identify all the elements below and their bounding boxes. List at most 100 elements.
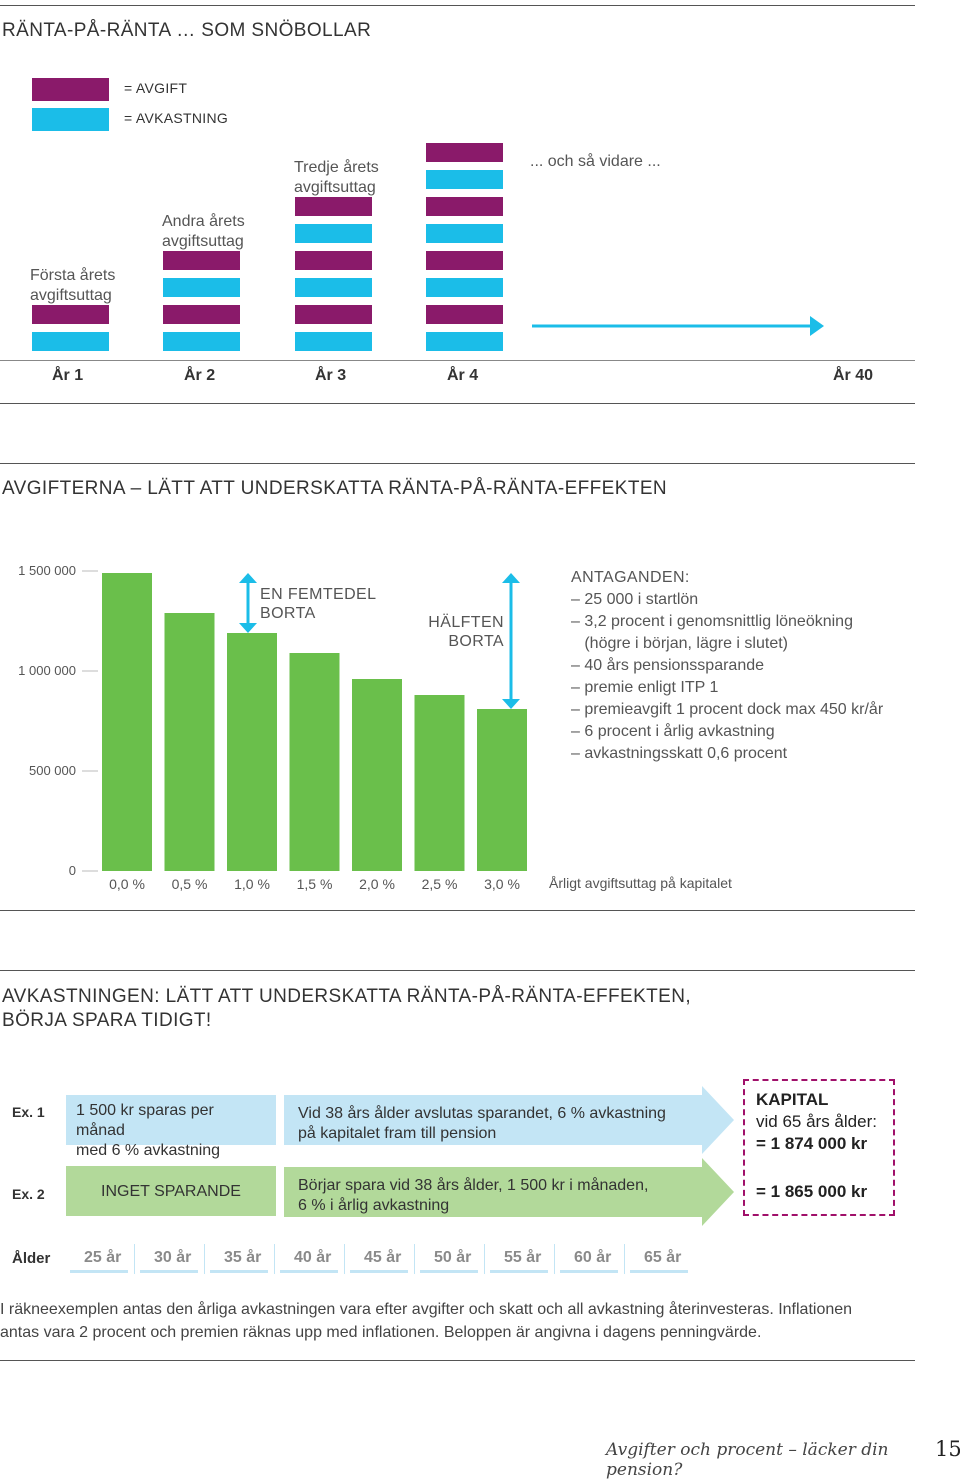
year-label-3: År 3 bbox=[315, 367, 347, 384]
return-block bbox=[426, 170, 503, 189]
caption-etc: ... och så vidare ... bbox=[530, 153, 661, 170]
age-separator bbox=[484, 1244, 485, 1274]
legend-return-swatch bbox=[32, 108, 109, 131]
age-bar bbox=[70, 1270, 128, 1273]
age-separator bbox=[204, 1244, 205, 1274]
fee-block bbox=[32, 305, 109, 324]
return-block bbox=[295, 332, 372, 351]
page-number: 15 bbox=[935, 1437, 960, 1461]
return-block bbox=[426, 224, 503, 243]
ex2-label: Ex. 2 bbox=[12, 1186, 45, 1202]
return-block bbox=[163, 332, 240, 351]
result-subtitle: vid 65 års ålder: bbox=[756, 1112, 877, 1131]
year-label-2: År 2 bbox=[184, 367, 216, 384]
x-tick-label: 2,0 % bbox=[359, 876, 395, 892]
age-tick: 25 år bbox=[84, 1249, 122, 1266]
ex1-box-text: Vid 38 års ålder avslutas sparandet, 6 %… bbox=[298, 1105, 666, 1142]
y-tick-label: 1 500 000 bbox=[18, 563, 76, 578]
top-rule bbox=[0, 5, 915, 6]
return-block bbox=[295, 224, 372, 243]
bar bbox=[102, 573, 152, 871]
section2-top-rule bbox=[0, 463, 915, 464]
bar bbox=[414, 695, 465, 871]
years-rule-top bbox=[0, 360, 915, 361]
age-bar bbox=[630, 1270, 688, 1273]
fee-block bbox=[426, 197, 503, 216]
assumptions-title: ANTAGANDEN: bbox=[571, 569, 690, 586]
age-tick: 65 år bbox=[644, 1249, 682, 1266]
age-tick: 35 år bbox=[224, 1249, 262, 1266]
caption-year2: Andra årets avgiftsuttag bbox=[162, 213, 245, 250]
age-bar bbox=[560, 1270, 618, 1273]
return-block bbox=[163, 278, 240, 297]
section2-bottom-rule bbox=[0, 910, 915, 911]
ex2-box-text: Börjar spara vid 38 års ålder, 1 500 kr … bbox=[298, 1177, 649, 1214]
age-separator bbox=[414, 1244, 415, 1274]
assumption-item: – 25 000 i startlön bbox=[571, 591, 699, 608]
timeline-arrow bbox=[532, 316, 824, 336]
assumption-item: – 40 års pensionssparande bbox=[571, 657, 765, 674]
fee-block bbox=[426, 251, 503, 270]
bar bbox=[227, 633, 277, 871]
legend-fee-label: = AVGIFT bbox=[124, 80, 188, 96]
section2-title: AVGIFTERNA – LÄTT ATT UNDERSKATTA RÄNTA-… bbox=[2, 478, 668, 499]
age-bar bbox=[210, 1270, 268, 1273]
age-bar bbox=[350, 1270, 408, 1273]
age-bar bbox=[420, 1270, 478, 1273]
age-bar bbox=[490, 1270, 548, 1273]
bar bbox=[289, 653, 340, 871]
age-tick: 40 år bbox=[294, 1249, 332, 1266]
return-block bbox=[426, 278, 503, 297]
x-tick-label: 2,5 % bbox=[422, 876, 458, 892]
fee-block bbox=[295, 305, 372, 324]
age-tick: 60 år bbox=[574, 1249, 612, 1266]
x-axis-label: Årligt avgiftsuttag på kapitalet bbox=[549, 875, 732, 891]
result-ex1-value: = 1 874 000 kr bbox=[756, 1134, 868, 1153]
age-bar bbox=[280, 1270, 338, 1273]
fee-block bbox=[295, 197, 372, 216]
bar bbox=[352, 679, 402, 871]
age-separator bbox=[274, 1244, 275, 1274]
result-box bbox=[743, 1079, 895, 1216]
assumption-item: (högre i början, lägre i slutet) bbox=[571, 635, 788, 652]
annotation-half: HÄLFTEN BORTA bbox=[428, 614, 504, 650]
assumption-item: – 6 procent i årlig avkastning bbox=[571, 723, 775, 740]
annotation-fifth: EN FEMTEDEL BORTA bbox=[260, 586, 377, 622]
bar bbox=[164, 613, 215, 871]
section1-bottom-rule bbox=[0, 403, 915, 404]
return-block bbox=[32, 332, 109, 351]
footnote: I räkneexemplen antas den årliga avkastn… bbox=[0, 1301, 853, 1341]
fee-bar-chart: 0 500 000 1 000 000 1 500 000 0,0 % 0,5 % 1,0 … bbox=[18, 563, 527, 892]
result-ex1: KAPITAL vid 65 års ålder: = 1 874 000 kr bbox=[756, 1089, 877, 1155]
bar bbox=[477, 709, 527, 871]
fee-block bbox=[163, 305, 240, 324]
ex2-box-nosaving: INGET SPARANDE bbox=[66, 1166, 276, 1216]
caption-year3: Tredje årets avgiftsuttag bbox=[294, 159, 379, 196]
section3-title: AVKASTNINGEN: LÄTT ATT UNDERSKATTA RÄNTA… bbox=[2, 986, 692, 1031]
y-tick-label: 0 bbox=[69, 863, 76, 878]
ex1-label: Ex. 1 bbox=[12, 1104, 45, 1120]
age-separator bbox=[344, 1244, 345, 1274]
footnote-bottom-rule bbox=[0, 1360, 915, 1361]
x-tick-label: 1,5 % bbox=[297, 876, 333, 892]
assumption-item: – avkastningsskatt 0,6 procent bbox=[571, 745, 788, 762]
fee-block bbox=[426, 143, 503, 162]
return-block bbox=[295, 278, 372, 297]
year-label-40: År 40 bbox=[833, 367, 874, 384]
fee-block bbox=[426, 305, 503, 324]
x-tick-label: 3,0 % bbox=[484, 876, 520, 892]
age-tick: 45 år bbox=[364, 1249, 402, 1266]
legend-return-label: = AVKASTNING bbox=[124, 110, 229, 126]
age-tick: 55 år bbox=[504, 1249, 542, 1266]
age-separator bbox=[554, 1244, 555, 1274]
x-tick-label: 1,0 % bbox=[234, 876, 270, 892]
fee-block bbox=[163, 251, 240, 270]
half-arrow bbox=[502, 573, 520, 709]
caption-year1: Första årets avgiftsuttag bbox=[30, 267, 116, 304]
running-title: Avgifter och procent – läcker din pensio… bbox=[606, 1440, 889, 1480]
section3-top-rule bbox=[0, 970, 915, 971]
age-separator bbox=[134, 1244, 135, 1274]
age-label: Ålder bbox=[12, 1250, 51, 1267]
return-block bbox=[426, 332, 503, 351]
year-label-1: År 1 bbox=[52, 367, 84, 384]
